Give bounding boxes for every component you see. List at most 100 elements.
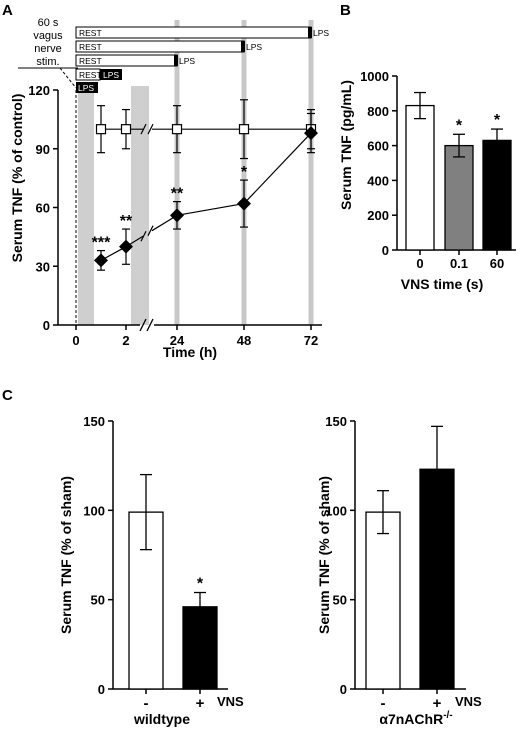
panel-b-category-label: 60	[490, 256, 504, 271]
panel-letter-a: A	[2, 2, 13, 19]
panel-a-y-tick-label: 90	[36, 142, 50, 157]
panel-b-y-tick-label: 800	[367, 104, 389, 119]
panel-c-left-group-label: wildtype	[133, 711, 190, 727]
panel-a-point-vns	[304, 126, 318, 141]
panel-b-y-tick-label: 200	[367, 208, 389, 223]
panel-a-lps-marker	[308, 27, 312, 38]
panel-b-x-axis-label: VNS time (s)	[401, 276, 483, 292]
panel-a-point-vns	[119, 239, 133, 254]
panel-c-right-group-label-base: α7nAChR	[379, 711, 443, 727]
panel-a-x-tick-label: 48	[237, 333, 251, 348]
panel-b-category-label: 0.1	[450, 256, 468, 271]
panel-a-timepoint-band-24	[174, 20, 180, 325]
panel-a-x-axis-label: Time (h)	[163, 344, 217, 360]
panel-a-point-vns	[94, 253, 108, 268]
panel-a-point-control	[238, 124, 250, 135]
panel-a-x-tick-label: 72	[304, 333, 318, 348]
panel-letter-b: B	[340, 2, 351, 19]
panel-c-left-treatment-label: VNS	[217, 694, 244, 709]
panel-a-significance-marker: *	[241, 164, 248, 181]
panel-a-timepoint-band-48	[241, 20, 247, 325]
panel-a-axis-break-mark	[146, 318, 154, 332]
panel-a-y-tick-label: 30	[36, 259, 50, 274]
panel-c-right-y-axis-label: Serum TNF (% of sham)	[316, 476, 332, 634]
panel-c-left-category-label: -	[144, 695, 149, 712]
panel-a-series-break-mark	[140, 230, 147, 242]
panel-a-significance-marker: **	[171, 186, 184, 203]
panel-c-right-y-tick-label: 100	[325, 503, 347, 518]
panel-a-rest-bar	[75, 26, 312, 39]
panel-a-line-chart: 60 s vagus nerve stim. Serum TNF (% of c…	[9, 17, 329, 360]
panel-a-significance-marker: **	[120, 213, 133, 230]
panel-c-knockout-bar-chart: Serum TNF (% of sham) α7nAChR-/- VNS 0 50…	[316, 414, 482, 727]
panel-a-lps-label: LPS	[246, 42, 262, 52]
panel-c-left-category-label: +	[196, 695, 205, 712]
panel-a-lps-label: LPS	[78, 83, 94, 93]
panel-b-y-tick-label: 1000	[360, 69, 389, 84]
panel-a-shade-window-2	[131, 86, 149, 325]
panel-c-left-y-tick-label: 150	[83, 414, 105, 429]
panel-b-y-tick-label: 600	[367, 139, 389, 154]
panel-a-y-axis-label: Serum TNF (% of control)	[9, 94, 25, 263]
panel-c-right-bar	[365, 511, 401, 690]
panel-c-right-category-label: -	[381, 695, 386, 712]
panel-a-lps-box	[100, 69, 122, 80]
panel-a-series-break-mark	[147, 225, 154, 236]
panel-a-y-tick-label: 120	[28, 83, 50, 98]
panel-a-point-control	[171, 124, 183, 135]
panel-c-left-y-tick-label: 50	[91, 593, 105, 608]
panel-c-right-category-label: +	[433, 695, 442, 712]
panel-c-left-y-tick-label: 100	[83, 503, 105, 518]
panel-b-bar	[405, 104, 435, 251]
panel-c-right-group-label: α7nAChR-/-	[379, 710, 452, 727]
panel-a-point-vns	[237, 196, 251, 211]
panel-a-lps-marker	[241, 41, 245, 52]
panel-c-right-y-tick-label: 50	[333, 593, 347, 608]
panel-b-y-tick-label: 400	[367, 173, 389, 188]
panel-b-y-tick-label: 0	[382, 243, 389, 258]
panel-a-lps-box	[76, 82, 98, 93]
panel-a-point-vns	[170, 208, 184, 223]
panel-b-significance-marker: *	[494, 112, 501, 129]
panel-a-rest-label: REST	[79, 28, 102, 38]
panel-a-stim-line-4: stim.	[36, 56, 59, 68]
panel-a-stim-line-2: vagus	[33, 30, 63, 42]
panel-a-axis-break-mark	[139, 318, 147, 332]
panel-a-y-tick-label: 0	[43, 318, 50, 333]
panel-a-rest-label: REST	[79, 70, 102, 80]
panel-a-lps-label: LPS	[179, 56, 195, 66]
panel-b-y-axis-label: Serum TNF (pg/mL)	[338, 80, 354, 210]
panel-c-right-treatment-label: VNS	[455, 694, 482, 709]
panel-a-stim-pointer	[59, 67, 77, 89]
panel-a-point-control	[120, 124, 132, 135]
panel-c-right-y-tick-label: 0	[340, 682, 347, 697]
panel-a-lps-label: LPS	[313, 28, 329, 38]
panel-c-left-y-axis-label: Serum TNF (% of sham)	[58, 476, 74, 634]
panel-c-wildtype-bar-chart: Serum TNF (% of sham) wildtype VNS 0 50 10…	[58, 414, 244, 727]
panel-a-timepoint-band-72	[308, 20, 314, 325]
panel-b-significance-marker: *	[456, 117, 463, 134]
panel-a-rest-label: REST	[79, 42, 102, 52]
panel-letter-c: C	[2, 387, 13, 404]
panel-b-bar-chart: Serum TNF (pg/mL) VNS time (s) 0 200 400 60…	[338, 69, 516, 292]
panel-a-series-break-mark	[140, 123, 147, 135]
panel-a-significance-marker: ***	[92, 235, 111, 252]
panel-a-series-line	[176, 202, 245, 216]
panel-b-bar	[444, 144, 474, 251]
panel-a-lps-label: LPS	[103, 70, 119, 80]
panel-a-x-tick-label: 2	[122, 333, 129, 348]
panel-a-rest-label: REST	[79, 56, 102, 66]
panel-c-left-significance-marker: *	[197, 576, 204, 593]
panel-c-right-group-label-superscript: -/-	[443, 710, 452, 721]
panel-a-series-break-mark	[147, 123, 154, 135]
panel-a-y-tick-label: 60	[36, 201, 50, 216]
panel-b-bar	[482, 139, 512, 251]
panel-a-lps-marker	[174, 55, 178, 66]
panel-c-right-y-tick-label: 150	[325, 414, 347, 429]
panel-c-left-y-tick-label: 0	[98, 682, 105, 697]
panel-a-series-line	[243, 132, 312, 204]
panel-a-point-control	[95, 124, 107, 135]
panel-a-x-tick-label: 24	[170, 333, 185, 348]
panel-a-x-tick-label: 0	[72, 333, 79, 348]
